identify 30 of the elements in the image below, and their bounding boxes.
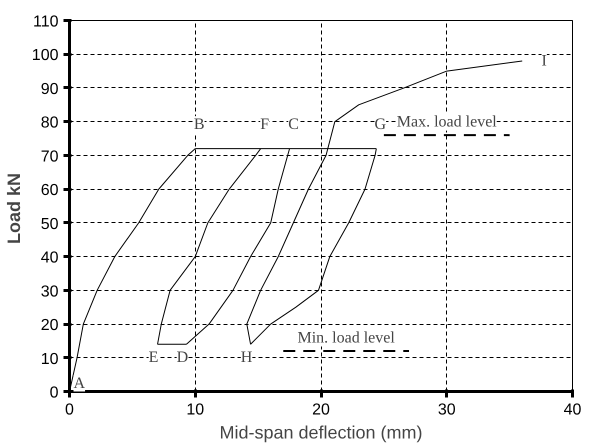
y-tick-label: 20 [40,317,59,334]
y-tick-label: 70 [40,148,59,166]
annotation: Max. load level [396,114,498,131]
annotation: C [288,116,299,134]
annotation: H [240,348,253,366]
x-tick-label: 10 [186,402,204,418]
annotation: B [194,116,205,134]
annotation: G [374,116,387,134]
x-tick-label: 20 [312,402,330,418]
y-tick-label: 80 [40,114,59,132]
annotation: A [74,375,86,392]
x-tick-label: 30 [438,402,456,418]
annotation: D [176,348,188,366]
y-axis-title: Load kN [4,172,24,244]
x-tick-label: 0 [65,402,74,418]
x-tick-label: 40 [564,402,582,418]
annotation: F [260,116,270,134]
y-tick-label: 100 [32,47,59,64]
y-tick-label: 30 [40,283,59,300]
y-tick-label: 110 [32,14,59,30]
x-axis-title: Mid-span deflection (mm) [219,422,423,442]
y-tick-label: 10 [40,350,59,368]
y-tick-label: 90 [40,80,59,98]
annotation: Min. load level [297,330,396,347]
y-tick-label: 40 [40,250,59,267]
y-tick-label: 60 [40,182,59,200]
annotation: I [542,52,547,70]
y-tick-label: 0 [50,384,59,402]
annotation: E [148,348,158,366]
y-tick-label: 50 [40,216,59,233]
